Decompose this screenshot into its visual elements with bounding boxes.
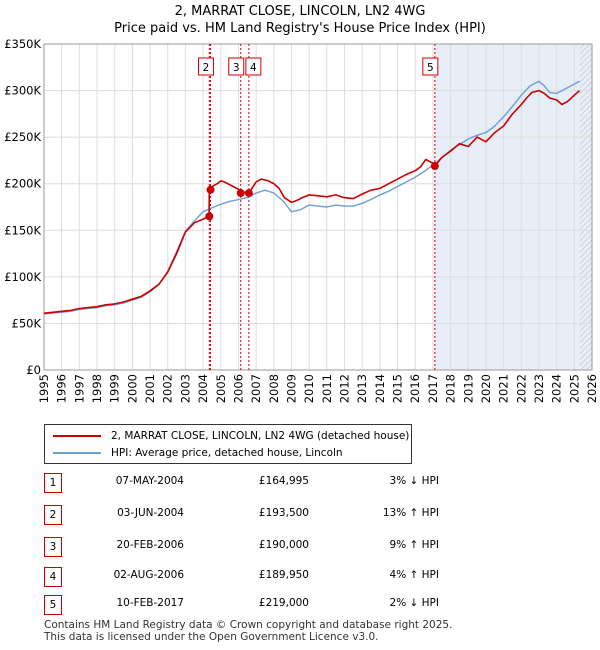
- property-line-swatch: [53, 435, 101, 437]
- chart-title: 2, MARRAT CLOSE, LINCOLN, LN2 4WG: [174, 4, 426, 19]
- legend-item-hpi: HPI: Average price, detached house, Linc…: [53, 445, 343, 461]
- transaction-marker-box: [228, 57, 245, 76]
- transaction-badge: 5: [44, 595, 62, 615]
- x-tick-label: 2001: [143, 374, 157, 403]
- hpi-line-swatch: [53, 452, 101, 454]
- chart-subtitle: Price paid vs. HM Land Registry's House …: [114, 21, 486, 36]
- plot-frame: [43, 43, 593, 371]
- transaction-row: 3 20-FEB-2006 £190,000 9% ↑ HPI: [44, 537, 564, 557]
- transaction-row: 4 02-AUG-2006 £189,950 4% ↑ HPI: [44, 567, 564, 587]
- x-tick-label: 1999: [108, 374, 122, 403]
- transaction-marker-label: 2: [203, 62, 210, 74]
- x-tick-label: 2014: [373, 374, 387, 403]
- post-sale-shading: [434, 44, 592, 370]
- transaction-price: £164,995: [258, 475, 309, 487]
- x-tick-label: 1995: [37, 374, 51, 403]
- y-tick-label: £100K: [4, 270, 41, 284]
- footer-licence: This data is licensed under the Open Gov…: [44, 631, 379, 643]
- y-tick-label: £0: [26, 363, 41, 377]
- y-tick-label: £300K: [4, 84, 41, 98]
- x-tick-label: 2008: [267, 374, 281, 403]
- x-tick-label: 2024: [550, 374, 564, 403]
- x-tick-label: 2016: [408, 374, 422, 403]
- y-tick-label: £200K: [4, 177, 41, 191]
- x-tick-label: 2000: [125, 374, 139, 403]
- transaction-hpi: 9% ↑ HPI: [389, 539, 439, 551]
- y-tick-label: £250K: [4, 130, 41, 144]
- footer-copyright: Contains HM Land Registry data © Crown c…: [44, 619, 453, 631]
- x-tick-label: 2021: [497, 374, 511, 403]
- x-tick-label: 2012: [338, 374, 352, 403]
- y-tick-label: £350K: [4, 37, 41, 51]
- sale-point: [430, 162, 439, 171]
- transaction-badge: 2: [44, 505, 62, 525]
- sale-point: [206, 185, 215, 194]
- transaction-marker-box: [245, 57, 262, 76]
- x-tick-label: 2011: [320, 374, 334, 403]
- x-tick-label: 2019: [461, 374, 475, 403]
- transaction-price: £219,000: [258, 597, 309, 609]
- chart-legend: 2, MARRAT CLOSE, LINCOLN, LN2 4WG (detac…: [44, 424, 412, 464]
- legend-item-property: 2, MARRAT CLOSE, LINCOLN, LN2 4WG (detac…: [53, 428, 409, 444]
- x-tick-label: 2018: [444, 374, 458, 403]
- transaction-badge: 1: [44, 473, 62, 493]
- x-tick-label: 2023: [532, 374, 546, 403]
- x-tick-label: 1998: [90, 374, 104, 403]
- x-tick-label: 2026: [585, 374, 599, 403]
- x-tick-label: 2015: [391, 374, 405, 403]
- y-tick-label: £50K: [12, 316, 42, 330]
- transaction-hpi: 2% ↓ HPI: [389, 597, 439, 609]
- y-tick-label: £150K: [4, 223, 41, 237]
- x-tick-label: 1997: [72, 374, 86, 403]
- transaction-row: 5 10-FEB-2017 £219,000 2% ↓ HPI: [44, 595, 564, 615]
- transaction-hpi: 13% ↑ HPI: [382, 507, 439, 519]
- x-tick-label: 2007: [249, 374, 263, 403]
- x-tick-label: 2006: [231, 374, 245, 403]
- sale-point: [205, 212, 214, 221]
- x-tick-label: 2002: [161, 374, 175, 403]
- x-tick-label: 2003: [178, 374, 192, 403]
- transaction-badge: 3: [44, 537, 62, 557]
- transaction-row: 2 03-JUN-2004 £193,500 13% ↑ HPI: [44, 505, 564, 525]
- x-tick-label: 2005: [214, 374, 228, 403]
- x-tick-label: 2009: [284, 374, 298, 403]
- x-tick-label: 1996: [55, 374, 69, 403]
- transaction-price: £190,000: [258, 539, 309, 551]
- legend-label-property: 2, MARRAT CLOSE, LINCOLN, LN2 4WG (detac…: [111, 430, 410, 442]
- x-tick-label: 2004: [196, 374, 210, 403]
- forecast-hatching: [579, 44, 592, 370]
- x-tick-label: 2025: [567, 374, 581, 403]
- x-tick-label: 2022: [514, 374, 528, 403]
- transaction-date: 03-JUN-2004: [117, 507, 184, 519]
- transaction-marker-label: 5: [427, 62, 434, 74]
- legend-label-hpi: HPI: Average price, detached house, Linc…: [111, 447, 343, 459]
- transaction-hpi: 4% ↑ HPI: [389, 569, 439, 581]
- transaction-date: 02-AUG-2006: [113, 569, 184, 581]
- x-tick-label: 2010: [302, 374, 316, 403]
- transaction-badge: 4: [44, 567, 62, 587]
- sale-point: [244, 189, 253, 198]
- transaction-marker-label: 4: [250, 62, 257, 74]
- transaction-price: £189,950: [258, 569, 309, 581]
- x-tick-label: 2013: [355, 374, 369, 403]
- x-tick-label: 2020: [479, 374, 493, 403]
- transaction-marker-label: 3: [233, 62, 240, 74]
- transaction-marker-box: [422, 57, 439, 76]
- price-chart: £0 £50K £100K £150K £200K £250K £300K £350K 1995…: [4, 37, 599, 403]
- sale-point: [236, 189, 245, 198]
- hpi-line: [43, 80, 580, 315]
- transaction-row: 1 07-MAY-2004 £164,995 3% ↓ HPI: [44, 473, 564, 493]
- transaction-date: 10-FEB-2017: [116, 597, 184, 609]
- x-tick-label: 2017: [426, 374, 440, 403]
- transaction-price: £193,500: [258, 507, 309, 519]
- transaction-date: 07-MAY-2004: [115, 475, 184, 487]
- property-price-line: [43, 89, 581, 314]
- transaction-date: 20-FEB-2006: [116, 539, 184, 551]
- transaction-hpi: 3% ↓ HPI: [389, 475, 439, 487]
- transaction-marker-box: [198, 57, 215, 76]
